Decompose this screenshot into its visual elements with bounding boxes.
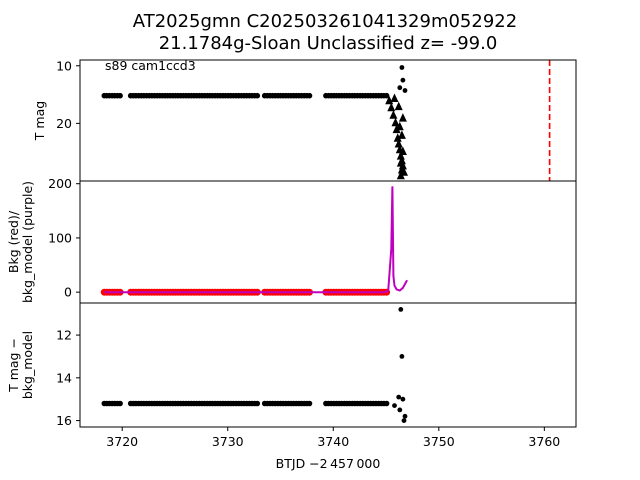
panel1-series2-point (391, 117, 400, 127)
panel3-series1-point (306, 400, 313, 407)
panel2-ytick-label: 200 (48, 176, 72, 191)
panel1-series2-point (389, 110, 398, 119)
panel1-series2-point (394, 139, 403, 148)
panel3-ytick-label: 14 (56, 370, 72, 385)
xtick-label: 3720 (106, 434, 138, 449)
panel3-series1-point (383, 400, 390, 407)
panel1-series1-point (383, 92, 390, 99)
panel3-series2-point (399, 354, 405, 359)
panel3-series2-point (396, 394, 402, 400)
panel1-series1-point (254, 92, 261, 99)
xtick-label: 3730 (212, 434, 244, 449)
panel1-series2-point (397, 165, 406, 174)
xtick-label: 3740 (317, 434, 349, 449)
panel1-series2-point (396, 151, 405, 160)
panel2-y-axis-label-line: Bkg (red)/ (6, 210, 21, 273)
panel1-series2-point (390, 93, 399, 102)
panel1-ytick-label: 20 (56, 116, 72, 131)
panel1-series2-point (395, 121, 404, 131)
panel1-series2-point (398, 146, 407, 155)
panel1-y-axis-label: T mag (32, 101, 47, 141)
panel3-series2-point (401, 418, 407, 423)
panel1-series3-point (397, 85, 403, 91)
panel1-series2-point (396, 170, 405, 180)
panel1-frame (79, 59, 577, 182)
chart-title-line2: 21.1784g-Sloan Unclassified z= -99.0 (159, 33, 498, 54)
panel3-ytick-label: 12 (56, 328, 72, 343)
chart-title-line1: AT2025gmn C202503261041329m052922 (133, 11, 517, 32)
panel1-ytick-label: 10 (56, 58, 72, 73)
panel3-y-axis-label-line: T mag − (6, 338, 21, 393)
panel2-y-axis-label-line: bkg_model (purple) (20, 181, 35, 303)
panel3-series2-point (402, 413, 408, 419)
panel3-series2-point (392, 403, 397, 408)
panel1-series2-point (396, 158, 405, 167)
panel3-series1-point (254, 400, 261, 407)
panel1-series2-point (398, 113, 407, 122)
panel1-series2-point (385, 95, 394, 105)
xtick-label: 3750 (423, 434, 455, 449)
panel3-series2-point (400, 396, 406, 402)
panel1-series1-point (117, 92, 123, 99)
panel2-ytick-label: 100 (48, 230, 72, 245)
xtick-label: 3760 (528, 434, 560, 449)
panel3-frame (79, 302, 577, 428)
panel2-series2-line (104, 186, 408, 294)
panel1-series3-point (400, 77, 406, 83)
panel3-ytick-label: 16 (56, 413, 72, 428)
panel1-series3-point (399, 65, 405, 70)
panel3-y-axis-label-line: bkg_model (20, 331, 35, 399)
panel3-series2-point (397, 407, 403, 413)
panel3-series2-point (398, 307, 404, 312)
panel1-annotation: s89 cam1ccd3 (105, 58, 196, 73)
panel1-series3-point (402, 88, 408, 93)
panel1-series2-point (387, 102, 396, 112)
panel1-series2-point (397, 130, 406, 139)
panel1-series1-point (306, 92, 313, 99)
panel3-series1-point (117, 400, 123, 407)
panel2-ytick-label: 0 (64, 285, 72, 300)
x-axis-label: BTJD −2 457 000 (276, 456, 381, 471)
panel1-series2-point (393, 133, 402, 142)
panel2-frame (79, 180, 577, 304)
panel1-series2-point (394, 101, 403, 111)
